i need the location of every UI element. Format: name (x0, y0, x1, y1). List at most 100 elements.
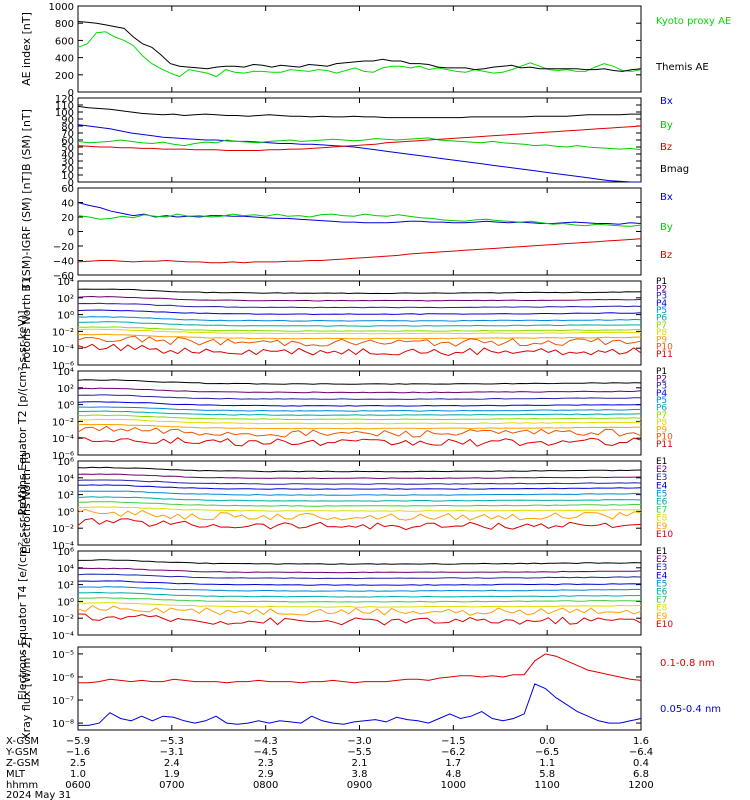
y-tick-label: 0 (68, 228, 74, 239)
legend-p8: P8 (656, 328, 667, 338)
series-line-e10 (77, 613, 642, 626)
panel-4 (77, 280, 642, 366)
series-line-e1 (77, 466, 642, 473)
x-axis-value: −5.9 (66, 736, 90, 747)
legend-p1: P1 (656, 277, 667, 287)
y-tick-label: 60 (61, 184, 74, 195)
series-line-e3 (77, 573, 642, 580)
y-tick-label: 400 (55, 54, 74, 65)
x-axis-value: −6.5 (535, 747, 559, 758)
y-tick-label: 120 (55, 94, 74, 105)
x-axis-value: −5.5 (347, 747, 371, 758)
x-axis-value: 2.1 (352, 758, 368, 769)
y-tick-label: 60 (61, 136, 74, 147)
y-tick-label: 10² (57, 581, 74, 592)
legend-p6: P6 (656, 404, 667, 414)
series-line-bz (77, 125, 642, 151)
x-axis-row-label: Z-GSM (6, 758, 39, 769)
series-line-p6 (77, 321, 642, 327)
legend-e7: E7 (656, 596, 667, 606)
x-axis-value: 5.8 (539, 769, 555, 780)
legend-e4: E4 (656, 481, 668, 491)
legend-p9: P9 (656, 425, 667, 435)
legend-p4: P4 (656, 389, 667, 399)
y-tick-label: 10⁻⁷ (52, 696, 74, 707)
x-axis-value: 0.0 (539, 736, 555, 747)
y-tick-label: −40 (53, 257, 74, 268)
legend-e3: E3 (656, 563, 667, 573)
y-tick-label: 10⁻² (52, 327, 74, 338)
y-axis-label: AE index [nT] (20, 12, 33, 86)
y-tick-label: 1000 (49, 2, 74, 13)
legend-e10: E10 (656, 620, 673, 630)
y-tick-label: 10⁻⁴ (52, 344, 74, 355)
legend-p3: P3 (656, 382, 667, 392)
y-tick-label: 50 (61, 143, 74, 154)
series-line-p2 (77, 387, 642, 394)
y-tick-label: 20 (61, 164, 74, 175)
series-line-0-1-0-8-nm (78, 653, 642, 684)
legend-p2: P2 (656, 374, 667, 384)
x-axis-value: −4.3 (254, 736, 278, 747)
y-tick-label: 10⁻² (52, 524, 74, 535)
series-line-p7 (77, 326, 641, 332)
series-line-p9 (77, 423, 642, 430)
series-line-0-05-0-4-nm (78, 683, 642, 726)
y-axis-label: B (SM) [nT] (20, 109, 33, 171)
y-tick-label: 10⁴ (57, 277, 74, 288)
legend-e5: E5 (656, 489, 667, 499)
series-line-e2 (77, 567, 642, 574)
series-line-p4 (77, 309, 642, 316)
x-axis-row-label: X-GSM (6, 736, 39, 747)
y-tick-label: 10⁶ (57, 547, 74, 558)
x-axis-value: 0600 (65, 780, 90, 791)
y-tick-label: 10² (57, 294, 74, 305)
x-axis-value: 1100 (534, 780, 559, 791)
series-line-e9 (77, 508, 642, 521)
legend-p7: P7 (656, 411, 667, 421)
series-line-p9 (77, 333, 642, 340)
series-line-e6 (77, 591, 642, 598)
x-axis-value: 2.3 (258, 758, 274, 769)
series-line-p5 (77, 316, 642, 322)
series-line-e3 (77, 479, 642, 485)
x-axis-value: 4.8 (445, 769, 461, 780)
legend-bmag: Bmag (660, 164, 689, 175)
y-axis-label: Electrons North T3 (20, 452, 33, 554)
y-tick-label: 10⁰ (57, 597, 74, 608)
legend-p8: P8 (656, 418, 667, 428)
legend-e9: E9 (656, 612, 668, 622)
panel-1 (77, 5, 642, 93)
series-line-e5 (77, 586, 641, 592)
x-axis-value: −3.1 (160, 747, 184, 758)
series-line-e8 (77, 506, 642, 512)
series-line-p4 (77, 401, 641, 407)
legend-e2: E2 (656, 555, 667, 565)
panel-frame (77, 187, 642, 276)
y-tick-label: 10⁰ (57, 507, 74, 518)
series-line-kyoto-proxy-ae (77, 31, 642, 78)
y-tick-label: 70 (61, 129, 74, 140)
panel-7 (77, 550, 642, 636)
y-tick-label: 10⁻² (52, 417, 74, 428)
legend-p10: P10 (656, 343, 673, 353)
y-tick-label: 10⁻⁶ (52, 361, 74, 372)
legend-0-1-0-8-nm: 0.1-0.8 nm (660, 658, 715, 669)
legend-bz: Bz (660, 142, 672, 153)
legend-p11: P11 (656, 440, 673, 450)
legend-e2: E2 (656, 465, 667, 475)
x-axis-value: −3.0 (347, 736, 371, 747)
y-tick-label: 20 (61, 213, 74, 224)
x-axis-value: −1.5 (441, 736, 465, 747)
legend-themis-ae: Themis AE (655, 62, 709, 73)
panel-3 (77, 187, 642, 276)
x-axis-value: 1.6 (633, 736, 649, 747)
y-tick-label: 10⁻⁴ (52, 631, 74, 642)
legend-p5: P5 (656, 306, 667, 316)
legend-e6: E6 (656, 498, 668, 508)
legend-e1: E1 (656, 457, 667, 467)
series-line-e10 (77, 517, 642, 531)
series-line-e5 (77, 490, 642, 496)
y-tick-label: 90 (61, 115, 74, 126)
